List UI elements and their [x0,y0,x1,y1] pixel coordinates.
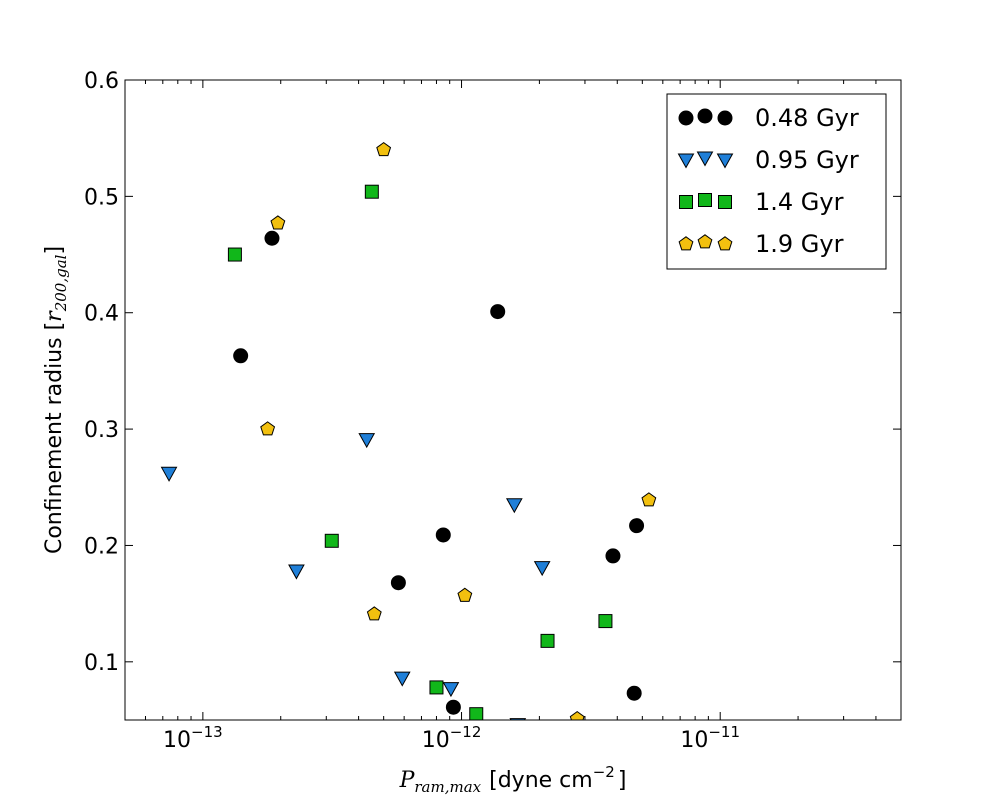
data-point [358,433,376,449]
y-tick-label: 0.5 [84,185,119,210]
legend-label: 1.4 Gyr [755,188,844,216]
legend-marker [678,110,694,126]
y-axis-label-close: ] [42,246,67,255]
data-point [533,561,551,577]
x-axis-unit-exponent: −2 [593,763,615,781]
legend-marker [696,151,714,167]
data-point [233,348,249,364]
data-point [376,142,392,157]
data-point [429,680,444,695]
data-point [324,533,339,548]
x-axis-label: Pram,max [dyne cm−2] [399,763,627,796]
data-point [605,548,621,564]
legend-item: 0.48 Gyr [678,104,859,132]
x-tick-label: 10−13 [163,723,223,753]
y-axis-symbol: r [42,310,67,322]
data-point [469,707,484,720]
data-point [435,527,451,543]
x-tick-base: 10 [680,728,708,753]
data-point [569,711,585,720]
legend-item: 1.4 Gyr [679,188,844,216]
series-0.48-gyr [233,230,645,715]
legend-marker [716,153,734,169]
data-point [227,247,242,262]
x-tick-base: 10 [422,728,450,753]
data-point [160,466,178,482]
legend-marker [679,195,693,209]
y-tick-labels: 0.1 0.2 0.3 0.4 0.5 0.6 [84,69,119,676]
x-tick-exponent: −13 [191,723,223,741]
y-tick-label: 0.3 [84,418,119,443]
y-axis-label: Confinement radius [r200,gal] [42,246,70,554]
legend-label: 0.95 Gyr [755,146,859,174]
x-tick-label: 10−11 [680,723,740,753]
data-point [626,685,642,701]
x-tick-base: 10 [163,728,191,753]
y-tick-label: 0.1 [84,651,119,676]
legend: 0.48 Gyr 0.95 Gyr 1.4 Gyr 1.9 Gyr [666,93,887,270]
x-tick-label: 10−12 [422,723,482,753]
series-1.4-gyr [227,184,613,720]
data-point [288,564,305,580]
x-axis-symbol: P [399,768,416,793]
data-points [160,142,657,720]
data-point [490,304,506,320]
plot-area [124,79,902,721]
data-point [264,230,280,246]
plot-frame [124,79,902,721]
legend-marker [698,193,712,207]
legend-item: 0.95 Gyr [677,146,859,174]
data-point [366,606,382,621]
legend-label: 0.48 Gyr [755,104,859,132]
data-point [445,699,461,715]
data-point [457,587,473,602]
x-tick-labels: 10−13 10−12 10−11 [163,723,740,753]
x-axis-unit-close: ] [618,768,627,793]
legend-marker [677,153,695,169]
series-0.95-gyr [160,433,551,720]
legend-marker [697,234,713,249]
y-axis-label-text: Confinement radius [ [42,322,67,554]
data-point [598,614,613,629]
x-tick-exponent: −11 [708,723,740,741]
data-point [364,184,379,199]
y-tick-label: 0.2 [84,534,119,559]
y-tick-label: 0.4 [84,302,119,327]
data-point [390,575,406,591]
legend-marker [697,108,713,124]
x-tick-exponent: −12 [450,723,482,741]
data-point [442,682,460,698]
legend-label: 1.9 Gyr [755,230,844,258]
legend-marker [717,110,733,126]
x-axis-subscript: ram,max [414,778,481,796]
legend-marker [678,236,694,251]
data-point [509,718,527,720]
legend-item: 1.9 Gyr [678,230,844,258]
legend-marker [717,236,733,251]
series-1.9-gyr [260,142,657,720]
y-tick-label: 0.6 [84,69,119,94]
data-point [260,421,276,436]
x-axis-unit: [dyne cm [489,768,593,793]
data-point [540,633,555,648]
legend-marker [718,195,732,209]
data-point [641,492,657,507]
data-point [393,671,411,687]
y-axis-subscript: 200,gal [52,254,70,312]
data-point [629,518,645,534]
data-point [505,498,523,514]
data-point [270,215,286,230]
